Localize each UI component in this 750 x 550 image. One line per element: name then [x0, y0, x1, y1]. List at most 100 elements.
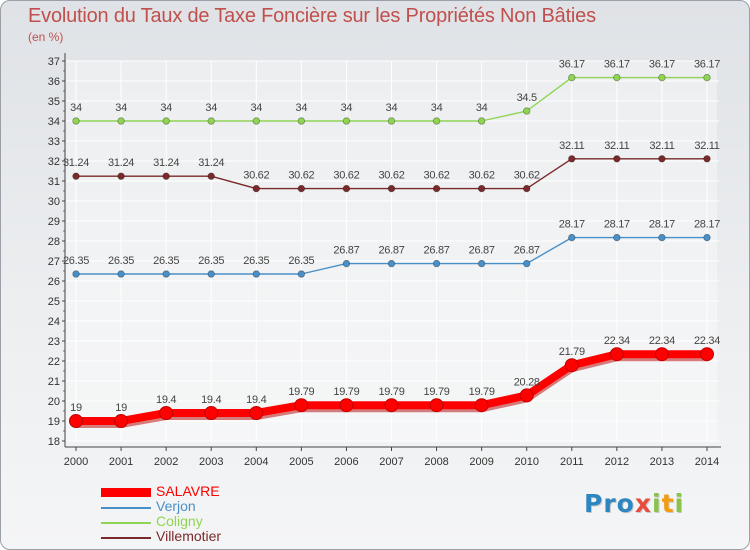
- data-label: 26.87: [378, 245, 404, 257]
- data-point: [703, 73, 711, 82]
- logo-letter: r: [603, 489, 617, 518]
- y-tick-label: 19: [48, 416, 60, 428]
- chart-title: Evolution du Taux de Taxe Foncière sur l…: [28, 5, 596, 27]
- y-tick-label: 34: [48, 116, 60, 128]
- data-label: 19.79: [288, 386, 314, 398]
- data-point: [658, 233, 666, 242]
- data-point: [117, 172, 125, 180]
- data-point: [207, 270, 215, 278]
- line-chart: 18 19 20 21 22 23 24 25 26 27 28 29 30 31 32 33 34 35 36 37…: [48, 53, 721, 468]
- data-point: [162, 270, 170, 278]
- x-tick-label: 2006: [334, 456, 358, 468]
- data-label: 32.11: [604, 140, 629, 152]
- data-label: 36.17: [694, 59, 720, 71]
- data-point: [72, 117, 80, 125]
- data-label: 34: [115, 102, 127, 114]
- data-label: 19: [70, 402, 82, 414]
- data-point: [432, 117, 441, 125]
- logo-letter: i: [652, 489, 662, 518]
- data-label: 26.35: [63, 255, 89, 267]
- x-tick-label: 2001: [109, 456, 133, 468]
- data-point: [568, 155, 576, 163]
- x-tick-label: 2004: [244, 456, 268, 468]
- data-point: [387, 259, 396, 268]
- data-label: 30.62: [378, 170, 404, 182]
- data-point: [654, 347, 669, 362]
- y-tick-label: 25: [48, 296, 60, 308]
- data-point: [432, 259, 441, 268]
- data-label: 26.87: [514, 245, 540, 257]
- y-tick-label: 22: [48, 356, 60, 368]
- data-point: [703, 233, 711, 242]
- data-point: [342, 259, 351, 268]
- data-label: 19.79: [333, 386, 359, 398]
- data-label: 31.24: [198, 157, 224, 169]
- y-tick-label: 21: [48, 376, 60, 388]
- data-label: 28.17: [694, 219, 720, 231]
- data-label: 30.62: [288, 170, 314, 182]
- data-label: 26.87: [333, 245, 359, 257]
- y-tick-label: 32: [48, 156, 60, 168]
- data-point: [159, 406, 174, 420]
- legend-swatch: [101, 536, 151, 539]
- data-label: 28.17: [559, 219, 585, 231]
- x-tick-label: 2013: [650, 456, 674, 468]
- x-tick-label: 2000: [64, 456, 88, 468]
- x-tick-label: 2011: [560, 456, 584, 468]
- data-point: [207, 117, 215, 125]
- data-point: [523, 259, 531, 268]
- data-label: 20.28: [514, 376, 540, 388]
- data-label: 19.79: [378, 386, 404, 398]
- data-label: 31.24: [108, 157, 134, 169]
- y-tick-label: 31: [48, 176, 60, 188]
- legend-swatch: [101, 506, 151, 509]
- data-label: 22.34: [649, 335, 675, 347]
- y-tick-label: 35: [48, 96, 60, 108]
- data-point: [613, 155, 621, 163]
- data-label: 26.35: [108, 255, 134, 267]
- data-label: 34: [431, 102, 443, 114]
- data-point: [658, 155, 666, 163]
- x-tick-label: 2012: [605, 456, 629, 468]
- data-point: [342, 184, 351, 193]
- data-point: [613, 73, 621, 82]
- data-label: 36.17: [559, 59, 585, 71]
- data-point: [387, 117, 396, 125]
- data-point: [477, 259, 486, 268]
- data-label: 34: [341, 102, 353, 114]
- data-point: [249, 406, 264, 420]
- data-point: [387, 184, 396, 193]
- legend-label: SALAVRE: [156, 483, 220, 499]
- data-label: 34: [205, 102, 217, 114]
- legend-label: Villemotier: [156, 528, 222, 544]
- data-label: 19.4: [156, 394, 176, 406]
- data-label: 34: [476, 102, 488, 114]
- data-label: 32.11: [559, 140, 584, 152]
- data-point: [384, 398, 399, 413]
- y-tick-label: 29: [48, 216, 60, 228]
- logo-letter: o: [616, 489, 635, 518]
- x-tick-label: 2010: [514, 456, 538, 468]
- x-tick-label: 2009: [469, 456, 493, 468]
- y-tick-label: 28: [48, 236, 60, 248]
- data-point: [204, 406, 219, 420]
- data-label: 30.62: [514, 170, 540, 182]
- data-point: [432, 184, 441, 193]
- x-tick-label: 2003: [199, 456, 223, 468]
- data-point: [568, 233, 576, 242]
- data-point: [252, 184, 260, 193]
- data-label: 32.11: [694, 140, 719, 152]
- data-label: 19.79: [424, 386, 450, 398]
- data-label: 19.4: [246, 394, 266, 406]
- data-label: 28.17: [604, 219, 630, 231]
- data-point: [162, 172, 170, 180]
- data-label: 19.79: [469, 386, 495, 398]
- data-label: 26.35: [288, 255, 314, 267]
- data-point: [658, 73, 666, 82]
- y-tick-label: 33: [48, 136, 60, 148]
- data-label: 21.79: [559, 346, 585, 358]
- data-point: [72, 270, 80, 278]
- data-label: 30.62: [424, 170, 450, 182]
- data-point: [703, 155, 711, 163]
